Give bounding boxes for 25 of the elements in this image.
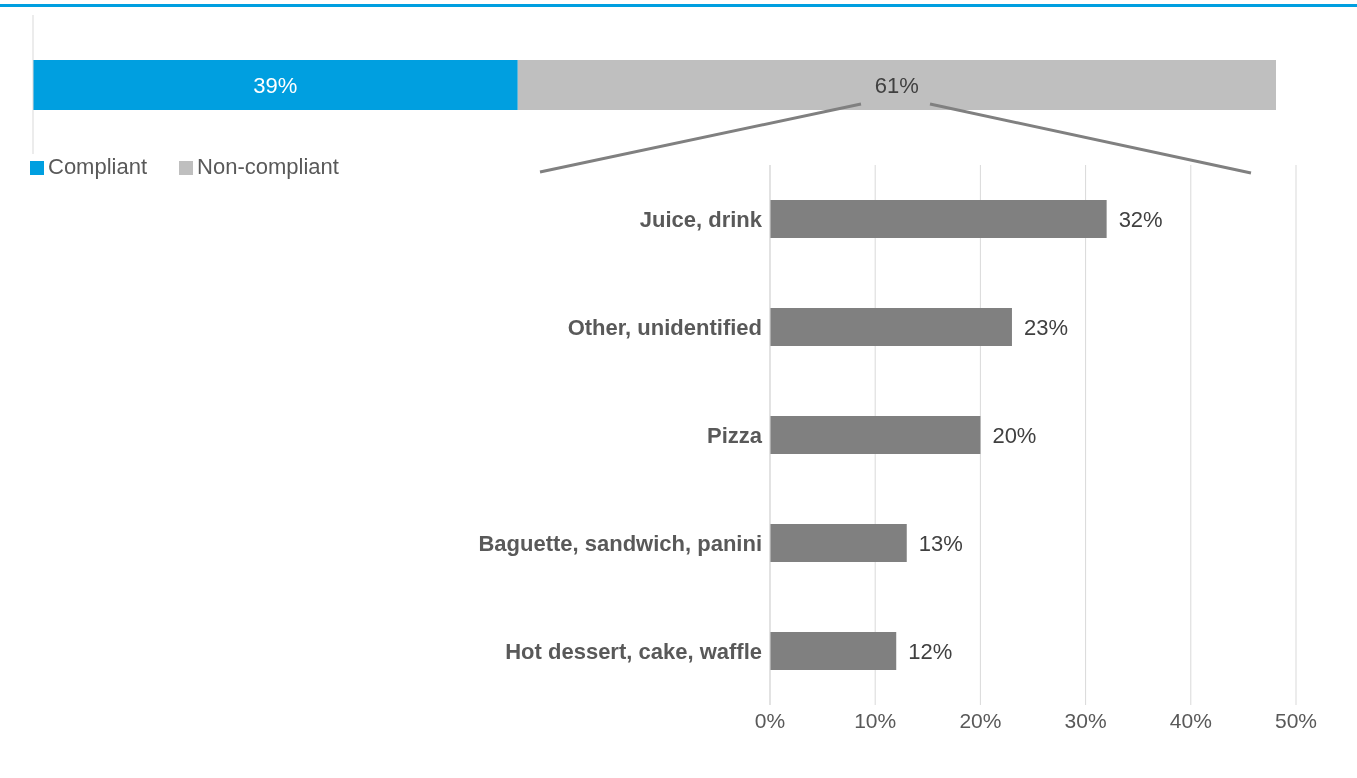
legend-label: Non-compliant <box>197 154 339 179</box>
y-tick-label: Hot dessert, cake, waffle <box>505 638 762 664</box>
x-tick-label: 0% <box>754 708 786 732</box>
data-label: 20% <box>992 422 1037 448</box>
x-tick-label: 40% <box>1169 708 1212 732</box>
bar <box>770 524 907 562</box>
y-tick-label: Other, unidentified <box>567 314 762 340</box>
x-tick-label: 30% <box>1064 708 1107 732</box>
bar <box>770 308 1012 346</box>
bar <box>770 416 981 454</box>
data-label: 32% <box>1118 206 1163 232</box>
x-tick-label: 10% <box>854 708 897 732</box>
data-label: 13% <box>918 530 963 556</box>
x-tick-label: 50% <box>1274 708 1318 732</box>
y-tick-label: Baguette, sandwich, panini <box>478 530 762 556</box>
data-label: 23% <box>1023 314 1069 340</box>
data-label: 61% <box>874 72 919 98</box>
data-label: 39% <box>253 72 298 98</box>
y-tick-label: Pizza <box>706 422 763 448</box>
legend-label: Compliant <box>48 154 148 179</box>
y-tick-label: Juice, drink <box>639 206 763 232</box>
x-tick-label: 20% <box>959 708 1002 732</box>
bar <box>770 632 897 670</box>
bar <box>770 200 1107 238</box>
data-label: 12% <box>908 638 953 664</box>
